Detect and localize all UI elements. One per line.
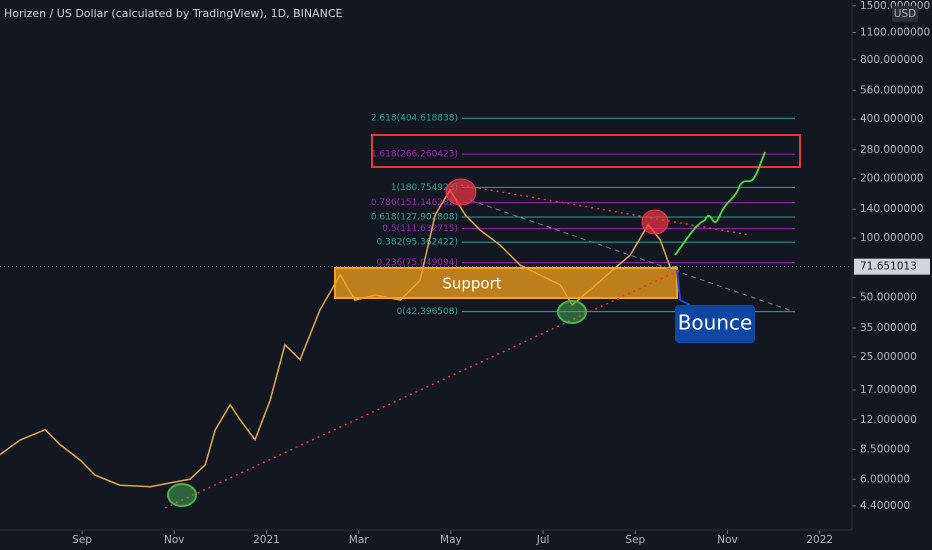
fib-label: 0.382(95.362422) <box>377 238 458 248</box>
y-tick-label: 1500.000000 <box>860 0 930 12</box>
y-tick-label: 50.000000 <box>860 291 917 303</box>
fib-label: 0.236(75.049094) <box>377 258 458 268</box>
y-tick-label: 280.000000 <box>860 144 923 156</box>
top-marker <box>445 178 477 206</box>
y-tick-label: 1100.000000 <box>860 26 930 38</box>
x-tick-label: Nov <box>164 534 185 546</box>
y-tick-label: 200.000000 <box>860 173 923 185</box>
support-zone <box>334 267 678 299</box>
currency-label: USD <box>894 8 916 20</box>
fib-label: 1.618(266.260423) <box>371 150 458 160</box>
last-price-tag <box>854 258 930 275</box>
y-tick-label: 400.000000 <box>860 113 923 125</box>
y-tick-label: 140.000000 <box>860 203 923 215</box>
forecast-path <box>674 151 766 256</box>
x-tick-label: Jul <box>536 534 550 546</box>
y-tick-label: 12.000000 <box>860 414 917 426</box>
y-tick-label: 4.400000 <box>860 500 910 512</box>
trendline <box>164 269 681 509</box>
bottom-marker <box>557 300 587 324</box>
y-tick-label: 35.000000 <box>860 322 917 334</box>
bounce-box <box>675 305 755 343</box>
x-tick-label: Sep <box>72 534 92 546</box>
x-tick-label: Mar <box>349 534 369 546</box>
y-tick-label: 25.000000 <box>860 351 917 363</box>
top-marker <box>641 209 669 235</box>
y-tick-label: 100.000000 <box>860 232 923 244</box>
x-tick-label: 2022 <box>806 534 833 546</box>
x-tick-label: Nov <box>717 534 738 546</box>
y-tick-label: 8.500000 <box>860 443 910 455</box>
fib-label: 0.5(111.632715) <box>382 224 458 234</box>
x-tick-label: 2021 <box>253 534 280 546</box>
target-box <box>371 134 801 168</box>
fib-label: 0.786(151.146282) <box>371 198 458 208</box>
fib-label: 0(42.396508) <box>397 307 458 317</box>
y-tick-label: 17.000000 <box>860 384 917 396</box>
x-tick-label: May <box>440 534 462 546</box>
bounce-label: Bounce <box>678 311 753 335</box>
chart-title: Horizen / US Dollar (calculated by Tradi… <box>4 7 343 20</box>
fib-label: 1(180.754923) <box>391 183 458 193</box>
trendline <box>469 199 796 313</box>
x-tick-label: Sep <box>625 534 645 546</box>
bottom-marker <box>167 483 197 507</box>
y-tick-label: 560.000000 <box>860 84 923 96</box>
y-tick-label: 800.000000 <box>860 54 923 66</box>
support-label: Support <box>442 275 501 293</box>
last-price-label: 71.651013 <box>860 261 917 273</box>
fib-label: 2.618(404.618838) <box>371 114 458 124</box>
bounce-arrow <box>676 269 691 306</box>
trendline <box>460 184 751 236</box>
fib-label: 0.618(127.902808) <box>371 212 458 222</box>
y-tick-label: 6.000000 <box>860 473 910 485</box>
currency-badge <box>892 6 918 22</box>
